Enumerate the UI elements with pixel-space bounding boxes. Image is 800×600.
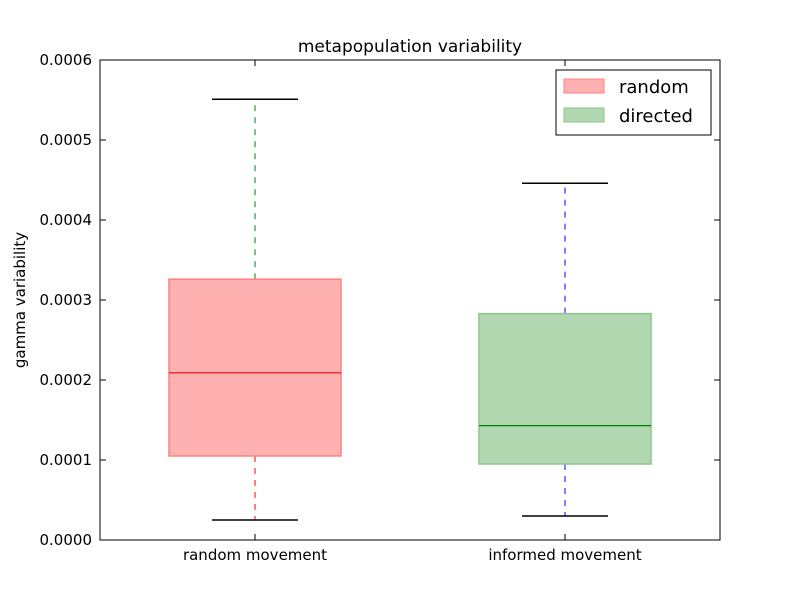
x-tick-label: informed movement bbox=[488, 546, 641, 564]
legend-swatch bbox=[563, 78, 605, 94]
y-tick-label: 0.0002 bbox=[40, 371, 93, 389]
legend-label: directed bbox=[619, 106, 693, 127]
y-tick-label: 0.0000 bbox=[40, 531, 93, 549]
plot-frame bbox=[99, 59, 721, 541]
y-axis-label: gamma variability bbox=[11, 232, 29, 368]
box-group bbox=[168, 98, 342, 521]
y-tick-label: 0.0006 bbox=[40, 51, 93, 69]
box-group bbox=[478, 182, 652, 517]
y-tick-label: 0.0003 bbox=[40, 291, 93, 309]
legend-label: random bbox=[619, 77, 689, 98]
box bbox=[168, 278, 342, 457]
box bbox=[478, 312, 652, 465]
y-tick-label: 0.0004 bbox=[40, 211, 93, 229]
legend: random directed bbox=[555, 69, 712, 136]
y-tick-label: 0.0001 bbox=[40, 451, 93, 469]
chart-title: metapopulation variability bbox=[298, 37, 522, 57]
legend-swatch bbox=[563, 107, 605, 123]
y-tick-label: 0.0005 bbox=[40, 131, 93, 149]
plot-area: 0.0000 0.0001 0.0002 0.0003 0.0004 0.0005 0.00… bbox=[40, 51, 720, 564]
x-tick-label: random movement bbox=[183, 546, 327, 564]
